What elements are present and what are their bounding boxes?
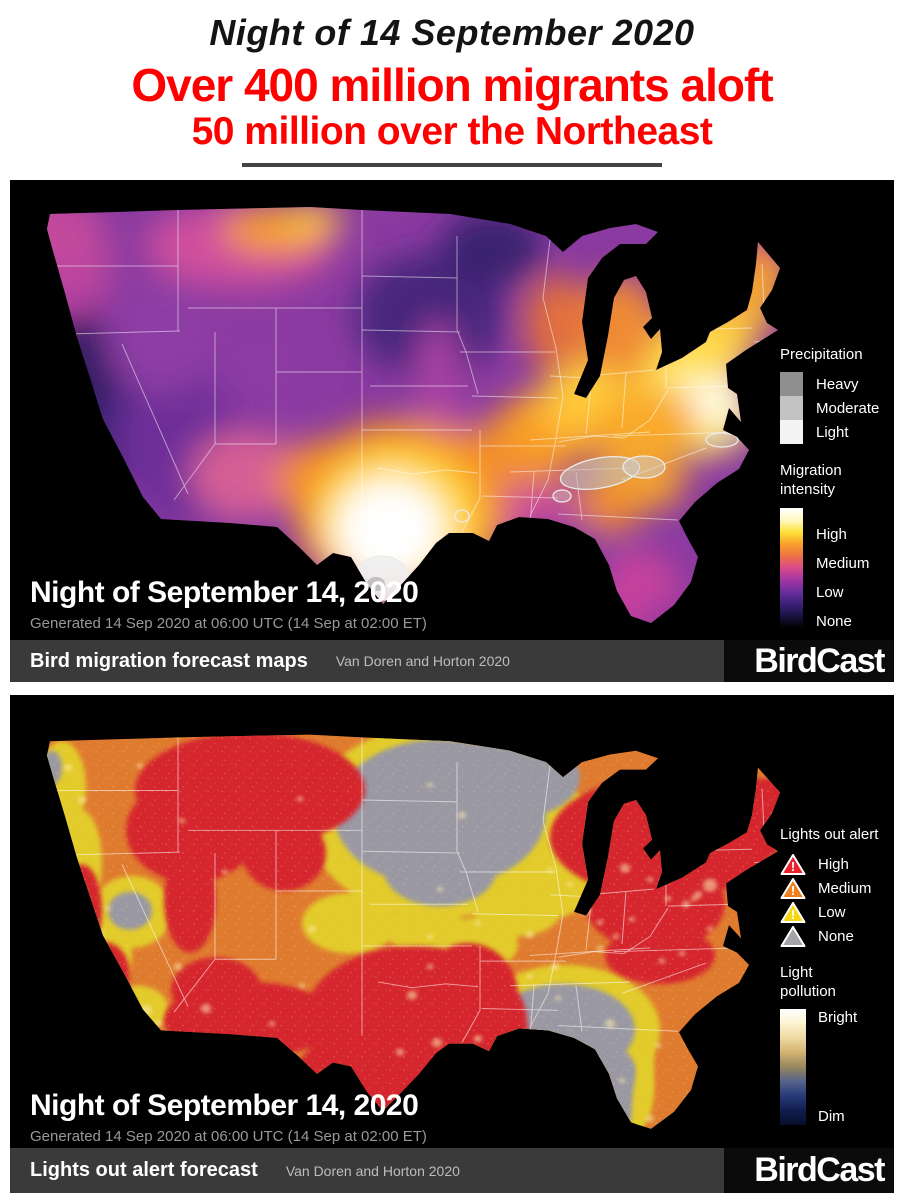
intensity-low-label: Low bbox=[816, 583, 844, 601]
alert-legend-rows: ! High ! Medium ! Low bbox=[780, 852, 894, 948]
precip-heavy-swatch bbox=[780, 372, 803, 397]
precip-light-label: Light bbox=[816, 423, 849, 441]
intensity-title-line2: intensity bbox=[780, 480, 836, 498]
alert-low-triangle-icon: ! bbox=[780, 901, 806, 923]
pollution-gradient-bar bbox=[780, 1008, 806, 1125]
intensity-gradient-bar bbox=[780, 507, 803, 628]
birdcast-logo-2: BirdCast bbox=[724, 1148, 894, 1193]
lights-footer-label: Lights out alert forecast bbox=[30, 1159, 258, 1181]
alert-low-label: Low bbox=[818, 903, 846, 921]
alert-none-triangle-icon bbox=[780, 925, 806, 947]
svg-text:!: ! bbox=[791, 859, 795, 874]
lights-caption-subtitle: Generated 14 Sep 2020 at 06:00 UTC (14 S… bbox=[30, 1128, 427, 1145]
intensity-none-label: None bbox=[816, 612, 852, 630]
alert-medium-triangle-icon: ! bbox=[780, 877, 806, 899]
lights-out-map-canvas bbox=[47, 734, 780, 1129]
precipitation-legend-title: Precipitation bbox=[780, 346, 863, 363]
lights-footer-bar: Lights out alert forecast Van Doren and … bbox=[10, 1148, 894, 1193]
pollution-title-line1: Light bbox=[780, 964, 813, 982]
intensity-legend-title: Migration intensity bbox=[780, 462, 894, 499]
lights-caption-title: Night of September 14, 2020 bbox=[30, 1089, 419, 1122]
migration-caption-subtitle: Generated 14 Sep 2020 at 06:00 UTC (14 S… bbox=[30, 615, 427, 632]
migration-footer-bar: Bird migration forecast maps Van Doren a… bbox=[10, 640, 894, 682]
alert-high-label: High bbox=[818, 855, 849, 873]
alert-medium-label: Medium bbox=[818, 879, 872, 897]
migration-caption-title: Night of September 14, 2020 bbox=[30, 576, 419, 609]
alert-legend-title: Lights out alert bbox=[780, 826, 879, 843]
migration-footer-label: Bird migration forecast maps bbox=[30, 649, 308, 672]
intensity-title-line1: Migration bbox=[780, 462, 842, 480]
svg-text:!: ! bbox=[791, 883, 795, 898]
migration-map-legend: Precipitation Heavy Moderate Light Migra… bbox=[780, 346, 894, 630]
subheadline: 50 million over the Northeast bbox=[191, 110, 713, 153]
migration-forecast-panel: Precipitation Heavy Moderate Light Migra… bbox=[10, 180, 894, 682]
birdcast-logo: BirdCast bbox=[724, 640, 894, 682]
precip-moderate-swatch bbox=[780, 396, 803, 421]
header-divider bbox=[242, 163, 662, 167]
date-line: Night of 14 September 2020 bbox=[209, 12, 695, 53]
alert-high-triangle-icon: ! bbox=[780, 853, 806, 875]
svg-text:!: ! bbox=[791, 907, 795, 922]
precip-moderate-label: Moderate bbox=[816, 399, 880, 417]
light-pollution-speckle bbox=[47, 734, 780, 1129]
precip-light-swatch bbox=[780, 420, 803, 445]
headline: Over 400 million migrants aloft bbox=[131, 59, 773, 111]
pollution-bright-label: Bright bbox=[818, 1008, 858, 1026]
intensity-high-label: High bbox=[816, 525, 847, 543]
lights-out-alert-panel: Lights out alert ! High ! Medium ! bbox=[10, 695, 894, 1193]
pollution-legend-title: Light pollution bbox=[780, 964, 894, 1001]
pollution-dim-label: Dim bbox=[818, 1107, 845, 1125]
intensity-medium-label: Medium bbox=[816, 554, 870, 572]
migration-footer-credit: Van Doren and Horton 2020 bbox=[335, 653, 510, 669]
precipitation-legend-swatches: Heavy Moderate Light bbox=[780, 372, 894, 445]
lights-footer-credit: Van Doren and Horton 2020 bbox=[285, 1162, 460, 1179]
alert-none-label: None bbox=[818, 927, 854, 945]
precip-heavy-label: Heavy bbox=[816, 375, 859, 393]
lights-out-map-caption: Night of September 14, 2020 Generated 14… bbox=[30, 1089, 427, 1145]
pollution-title-line2: pollution bbox=[780, 982, 836, 1000]
lights-out-legend: Lights out alert ! High ! Medium ! bbox=[780, 826, 894, 1125]
header: Night of 14 September 2020 Over 400 mill… bbox=[0, 0, 904, 167]
migration-map-caption: Night of September 14, 2020 Generated 14… bbox=[30, 576, 427, 632]
migration-map-canvas bbox=[47, 207, 780, 623]
